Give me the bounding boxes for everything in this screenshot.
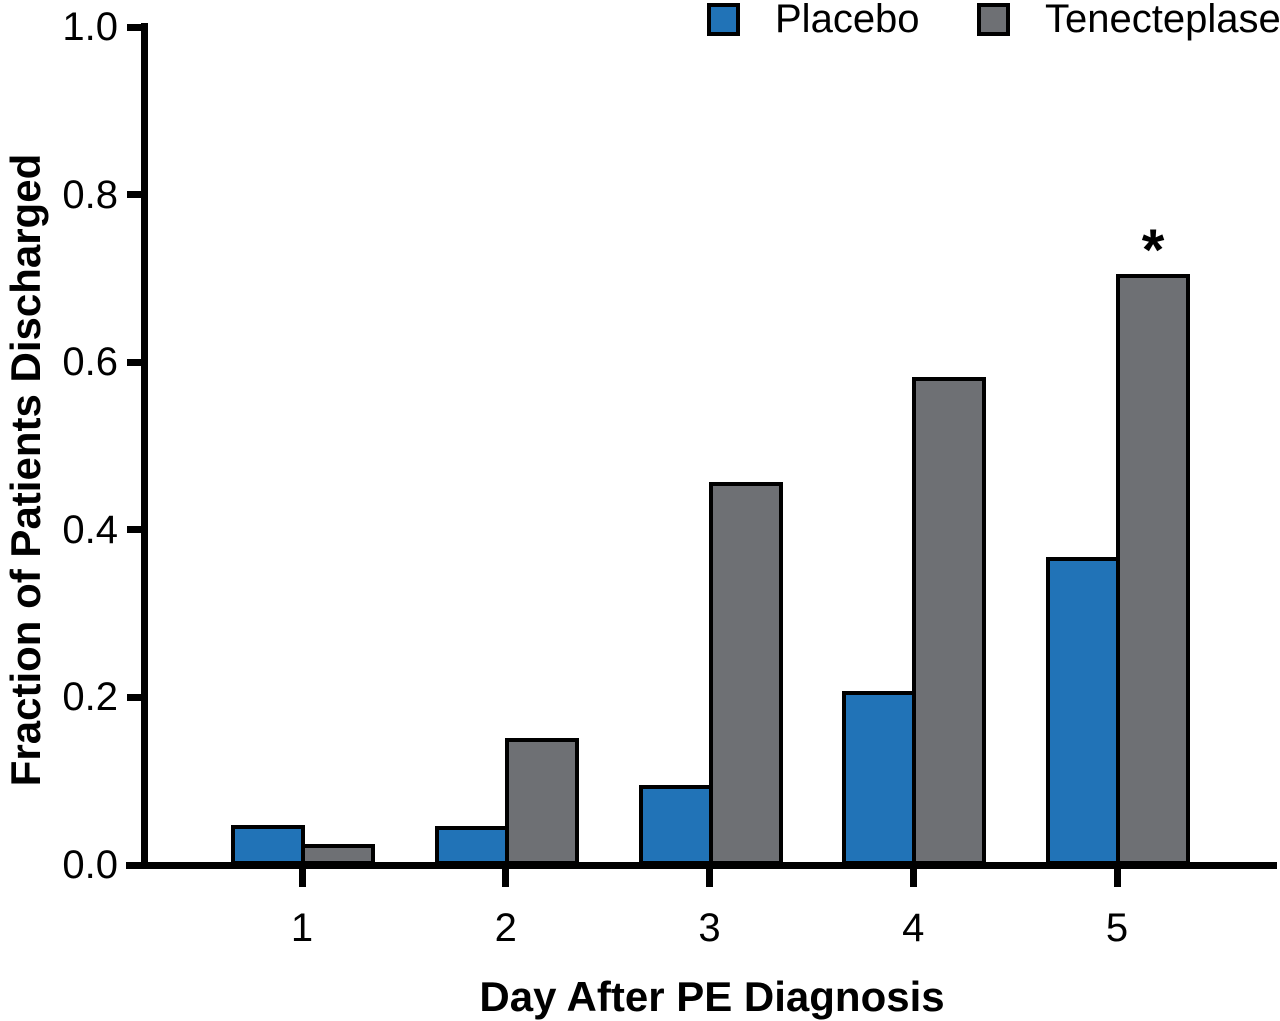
y-tick: [127, 693, 146, 701]
y-tick: [127, 23, 146, 31]
bar-tenecteplase-day-2: [504, 737, 579, 865]
bar-placebo-day-4: [842, 690, 917, 865]
bar-placebo-day-5: [1046, 556, 1120, 865]
legend-item-placebo: Placebo: [707, 0, 920, 41]
legend-item-tenecteplase: Tenecteplase: [977, 0, 1280, 41]
bar-placebo-day-2: [434, 826, 509, 865]
x-tick: [502, 869, 510, 887]
y-tick-label: 0.0: [62, 843, 118, 887]
x-tick: [909, 869, 917, 887]
bar-tenecteplase-day-4: [912, 377, 987, 865]
y-tick: [127, 526, 146, 534]
y-tick-label: 1.0: [62, 5, 118, 49]
x-tick-label: 3: [698, 906, 721, 950]
y-tick-label: 0.8: [62, 172, 118, 217]
y-tick-label: 0.6: [62, 340, 118, 385]
legend-label: Tenecteplase: [1045, 0, 1280, 41]
x-tick-label: 1: [290, 906, 314, 950]
bar-tenecteplase-day-3: [708, 482, 783, 865]
x-tick-label: 2: [494, 906, 517, 950]
y-axis-line: [141, 23, 148, 869]
bar-placebo-day-1: [231, 824, 305, 865]
x-axis-title: Day After PE Diagnosis: [479, 973, 945, 1020]
significance-asterisk: *: [1141, 218, 1165, 284]
legend-swatch-placebo: [707, 2, 740, 36]
y-tick-label: 0.4: [62, 507, 118, 552]
x-axis-line: [126, 862, 1277, 869]
y-axis-title: Fraction of Patients Discharged: [2, 153, 49, 787]
x-tick: [706, 869, 713, 887]
legend-label: Placebo: [775, 0, 920, 41]
legend-swatch-tenecteplase: [977, 2, 1010, 36]
y-tick: [127, 358, 146, 366]
x-tick: [298, 869, 306, 887]
y-tick-label: 0.2: [62, 675, 118, 720]
bar-tenecteplase-day-5: [1116, 274, 1190, 865]
x-tick: [1113, 869, 1121, 887]
bar-placebo-day-3: [638, 785, 713, 865]
x-tick-label: 5: [1105, 906, 1129, 950]
x-tick-label: 4: [902, 906, 925, 950]
y-tick: [127, 191, 146, 199]
